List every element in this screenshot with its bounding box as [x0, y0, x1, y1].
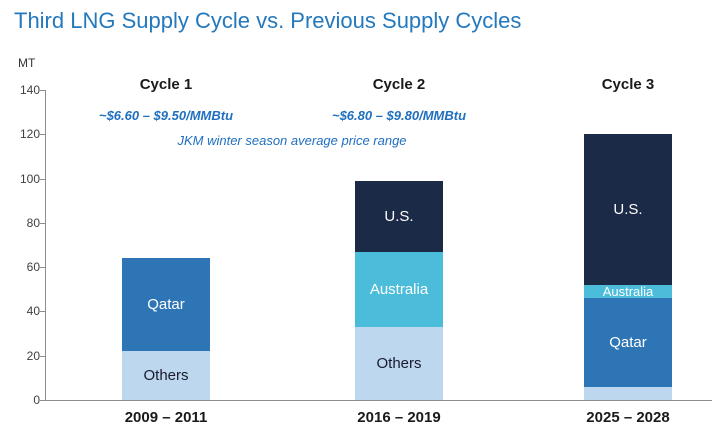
- x-axis-label-2: 2016 – 2019: [357, 409, 441, 426]
- y-tick-label: 120: [19, 127, 40, 142]
- bar-segment-australia: Australia: [584, 284, 672, 299]
- y-tick-label: 60: [26, 260, 40, 275]
- chart-title: Third LNG Supply Cycle vs. Previous Supp…: [14, 8, 522, 33]
- y-tick-mark: [40, 134, 45, 136]
- price-annotation-cycle-1: ~$6.60 – $9.50/MMBtu: [98, 108, 234, 123]
- price-annotation-cycle-2: ~$6.80 – $9.80/MMBtu: [331, 108, 467, 123]
- bar-cycle-1: Others Qatar: [122, 258, 210, 400]
- bar-segment-others: Others: [122, 351, 210, 400]
- x-axis-line: [45, 400, 712, 401]
- bar-segment-qatar: Qatar: [584, 298, 672, 387]
- y-tick-mark: [40, 267, 45, 269]
- bar-segment-others: Others: [355, 326, 443, 400]
- bar-segment-qatar: Qatar: [122, 258, 210, 352]
- y-tick-mark: [40, 178, 45, 180]
- y-axis-unit-label: MT: [18, 56, 36, 70]
- y-tick-label: 100: [19, 171, 40, 186]
- y-tick-mark: [40, 400, 45, 401]
- y-tick-mark: [40, 311, 45, 313]
- y-tick-label: 0: [33, 393, 40, 407]
- bar-cycle-2: Others Australia U.S.: [355, 180, 443, 400]
- group-label-cycle-2: Cycle 2: [372, 76, 426, 93]
- y-tick-mark: [40, 355, 45, 357]
- group-label-cycle-1: Cycle 1: [139, 76, 193, 93]
- bar-cycle-3: Qatar Australia U.S.: [584, 134, 672, 400]
- y-tick-mark: [40, 222, 45, 224]
- bar-segment-others: [584, 386, 672, 400]
- group-label-cycle-3: Cycle 3: [601, 76, 655, 93]
- jkm-caption: JKM winter season average price range: [177, 133, 407, 148]
- x-axis-label-3: 2025 – 2028: [586, 409, 670, 426]
- bar-segment-australia: Australia: [355, 251, 443, 327]
- y-tick-label: 80: [26, 215, 40, 230]
- x-axis-label-1: 2009 – 2011: [124, 409, 208, 426]
- y-tick-mark: [40, 90, 45, 91]
- y-tick-label: 140: [19, 83, 40, 97]
- y-axis-line: [45, 90, 46, 400]
- y-tick-label: 20: [26, 348, 40, 363]
- y-tick-label: 40: [26, 304, 40, 319]
- bar-segment-us: U.S.: [355, 180, 443, 252]
- bar-segment-us: U.S.: [584, 134, 672, 285]
